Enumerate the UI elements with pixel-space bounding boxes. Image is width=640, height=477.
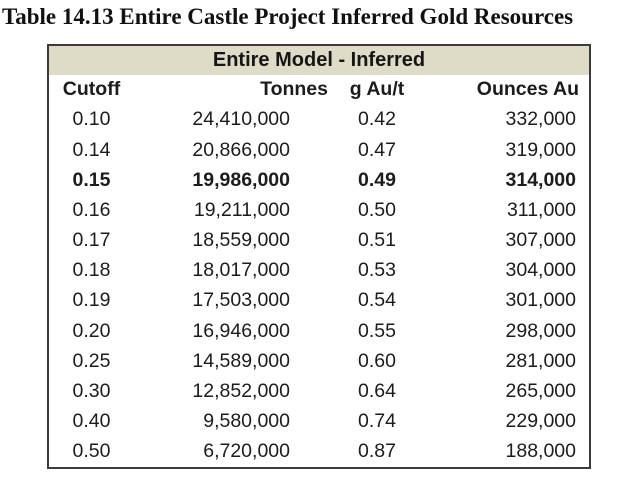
cell-ounces: 307,000	[505, 229, 577, 252]
table-row: 0.19 17,503,000 0.54 301,000	[49, 286, 589, 316]
cell-tonnes: 19,211,000	[193, 198, 290, 221]
cell-grade: 0.64	[358, 379, 396, 402]
cell-tonnes: 17,503,000	[192, 289, 290, 312]
cell-cutoff: 0.15	[72, 168, 111, 191]
cell-tonnes: 14,589,000	[192, 349, 290, 372]
cell-ounces: 332,000	[505, 108, 577, 131]
cell-cutoff: 0.17	[72, 229, 111, 252]
table-body: 0.10 24,410,000 0.42 332,000 0.14 20,866,000 0…	[49, 105, 589, 467]
table-row: 0.17 18,559,000 0.51 307,000	[49, 226, 589, 256]
cell-tonnes: 18,559,000	[192, 229, 290, 252]
cell-ounces: 281,000	[505, 349, 577, 372]
cell-ounces: 265,000	[505, 379, 577, 402]
table-header-band: Entire Model - Inferred	[49, 46, 589, 75]
cell-ounces: 304,000	[505, 259, 577, 282]
cell-tonnes: 9,580,000	[203, 410, 290, 433]
column-header-row: Cutoff Tonnes g Au/t Ounces Au	[49, 75, 589, 105]
cell-ounces: 311,000	[506, 198, 576, 221]
table-row: 0.20 16,946,000 0.55 298,000	[49, 316, 589, 346]
column-header-ounces: Ounces Au	[476, 78, 579, 101]
cell-cutoff: 0.16	[72, 198, 111, 221]
cell-grade: 0.60	[358, 349, 396, 372]
column-header-tonnes: Tonnes	[260, 78, 328, 101]
cell-ounces: 301,000	[505, 289, 577, 312]
cell-grade: 0.55	[358, 319, 396, 342]
table-caption: Table 14.13 Entire Castle Project Inferr…	[2, 4, 574, 29]
cell-ounces: 229,000	[505, 410, 577, 433]
cell-ounces: 298,000	[505, 319, 577, 342]
cell-grade: 0.53	[358, 259, 396, 282]
cell-cutoff: 0.18	[72, 259, 111, 282]
cell-grade: 0.74	[358, 410, 396, 433]
cell-grade: 0.54	[358, 289, 396, 312]
column-header-cutoff: Cutoff	[62, 78, 121, 101]
cell-cutoff: 0.30	[72, 379, 111, 402]
table-row: 0.25 14,589,000 0.60 281,000	[49, 346, 589, 376]
cell-grade: 0.87	[358, 440, 396, 463]
column-header-grade: g Au/t	[349, 78, 405, 101]
table-row: 0.10 24,410,000 0.42 332,000	[49, 105, 589, 135]
cell-tonnes: 19,986,000	[192, 168, 290, 191]
cell-ounces: 314,000	[505, 168, 577, 191]
table-row: 0.14 20,866,000 0.47 319,000	[49, 135, 589, 165]
cell-cutoff: 0.25	[72, 349, 111, 372]
table-row: 0.40 9,580,000 0.74 229,000	[49, 407, 589, 437]
cell-tonnes: 16,946,000	[192, 319, 290, 342]
cell-cutoff: 0.19	[72, 289, 111, 312]
resource-table: Entire Model - Inferred Cutoff Tonnes g …	[47, 44, 591, 469]
cell-grade: 0.50	[358, 198, 396, 221]
cell-grade: 0.49	[358, 168, 396, 191]
cell-tonnes: 6,720,000	[203, 440, 290, 463]
table-row: 0.18 18,017,000 0.53 304,000	[49, 256, 589, 286]
table-row: 0.30 12,852,000 0.64 265,000	[49, 377, 589, 407]
cell-tonnes: 18,017,000	[192, 259, 290, 282]
cell-cutoff: 0.40	[72, 410, 111, 433]
cell-cutoff: 0.50	[72, 440, 111, 463]
cell-tonnes: 12,852,000	[192, 379, 290, 402]
cell-grade: 0.51	[358, 229, 396, 252]
cell-grade: 0.47	[358, 138, 396, 161]
table-row: 0.16 19,211,000 0.50 311,000	[49, 196, 589, 226]
cell-cutoff: 0.20	[72, 319, 111, 342]
cell-ounces: 319,000	[505, 138, 577, 161]
cell-cutoff: 0.14	[72, 138, 111, 161]
cell-grade: 0.42	[358, 108, 396, 131]
cell-cutoff: 0.10	[72, 108, 111, 131]
table-row: 0.15 19,986,000 0.49 314,000	[49, 165, 589, 195]
cell-tonnes: 24,410,000	[192, 108, 290, 131]
cell-tonnes: 20,866,000	[192, 138, 290, 161]
table-row: 0.50 6,720,000 0.87 188,000	[49, 437, 589, 467]
cell-ounces: 188,000	[505, 440, 577, 463]
